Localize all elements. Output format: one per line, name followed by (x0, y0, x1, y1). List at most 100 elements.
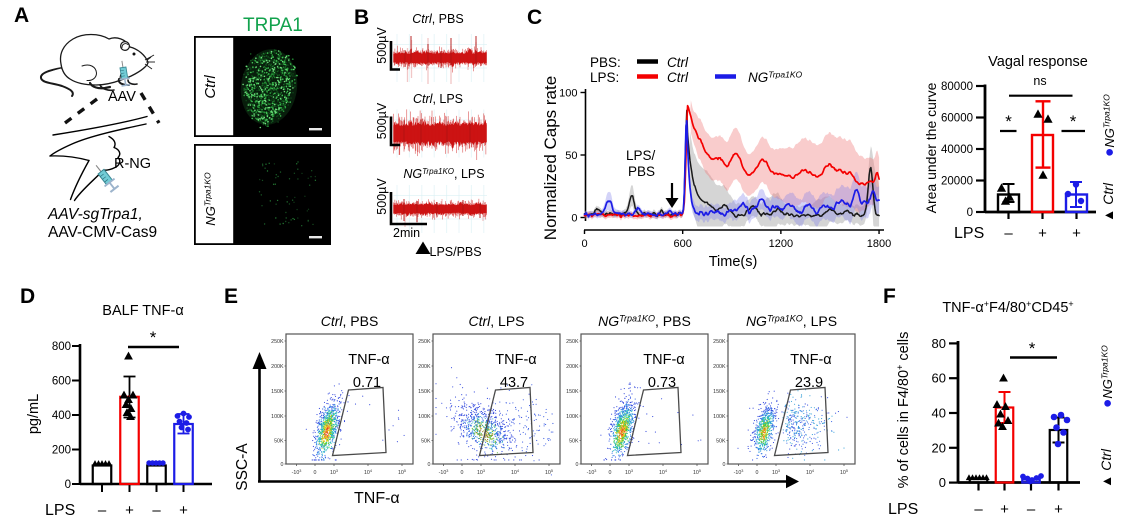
svg-text:*: * (1070, 112, 1077, 131)
svg-text:TRPA1: TRPA1 (243, 15, 303, 36)
svg-text:E: E (224, 285, 238, 308)
svg-text:0.71: 0.71 (353, 375, 381, 391)
svg-text:LPS/: LPS/ (626, 148, 656, 163)
svg-text:50K: 50K (421, 439, 431, 445)
svg-text:+: + (1054, 501, 1063, 518)
svg-text:400: 400 (52, 410, 71, 422)
svg-text:200: 200 (52, 445, 71, 457)
svg-text:60000: 60000 (941, 113, 973, 125)
svg-text:100K: 100K (418, 414, 431, 420)
svg-text:100K: 100K (271, 414, 284, 420)
svg-text:20000: 20000 (941, 176, 973, 188)
svg-text:+: + (179, 502, 188, 519)
svg-text:–: – (98, 502, 107, 519)
svg-text:F: F (883, 285, 896, 308)
svg-text:50K: 50K (569, 439, 579, 445)
svg-text:200K: 200K (713, 364, 726, 370)
svg-text:80: 80 (932, 336, 946, 351)
svg-text:104: 104 (511, 469, 519, 476)
svg-text:▲ Ctrl: ▲ Ctrl (1098, 448, 1114, 488)
svg-text:0: 0 (939, 475, 946, 490)
svg-text:–: – (1027, 501, 1036, 518)
svg-text:100K: 100K (566, 414, 579, 420)
svg-text:+: + (1072, 225, 1081, 242)
svg-text:TNF-α: TNF-α (643, 352, 684, 368)
svg-text:0: 0 (576, 462, 579, 468)
svg-text:103: 103 (477, 469, 485, 476)
svg-text:% of cells in F4/80+ cells: % of cells in F4/80+ cells (895, 332, 912, 489)
svg-text:0: 0 (314, 470, 317, 476)
svg-text:–: – (152, 502, 161, 519)
svg-text:80000: 80000 (941, 81, 973, 93)
svg-text:Area under the curve: Area under the curve (923, 82, 939, 213)
svg-text:0: 0 (461, 470, 464, 476)
svg-text:–: – (974, 501, 983, 518)
svg-text:50: 50 (565, 150, 577, 162)
svg-text:Ctrl, PBS: Ctrl, PBS (412, 12, 463, 26)
svg-text:Ctrl: Ctrl (667, 55, 689, 70)
svg-text:20: 20 (932, 440, 946, 455)
svg-text:+: + (1038, 225, 1047, 242)
svg-text:50K: 50K (716, 439, 726, 445)
svg-text:Ctrl, LPS: Ctrl, LPS (413, 92, 463, 106)
svg-text:23.9: 23.9 (795, 375, 823, 391)
svg-text:1800: 1800 (867, 238, 891, 250)
svg-text:500µV: 500µV (375, 27, 389, 64)
svg-text:104: 104 (806, 469, 814, 476)
svg-text:R-NG: R-NG (114, 156, 151, 172)
svg-text:Ctrl: Ctrl (202, 75, 219, 99)
svg-text:ns: ns (1033, 74, 1046, 88)
svg-text:NGTrpa1KO, PBS: NGTrpa1KO, PBS (598, 313, 691, 329)
svg-text:*: * (1029, 339, 1036, 358)
svg-text:43.7: 43.7 (500, 375, 528, 391)
svg-text:250K: 250K (418, 339, 431, 345)
svg-text:103: 103 (625, 469, 633, 476)
svg-text:–: – (1004, 225, 1013, 242)
svg-text:60: 60 (932, 371, 946, 386)
svg-text:200K: 200K (566, 364, 579, 370)
svg-text:50K: 50K (274, 439, 284, 445)
svg-text:0: 0 (428, 462, 431, 468)
svg-text:500µV: 500µV (375, 178, 389, 215)
svg-text:2min: 2min (393, 226, 420, 240)
svg-text:AAV-CMV-Cas9: AAV-CMV-Cas9 (48, 224, 157, 241)
svg-text:BALF TNF-α: BALF TNF-α (102, 303, 183, 319)
svg-text:C: C (527, 6, 542, 29)
svg-text:500µV: 500µV (375, 102, 389, 139)
svg-text:-103: -103 (439, 469, 449, 476)
svg-text:200K: 200K (418, 364, 431, 370)
svg-text:pg/mL: pg/mL (26, 394, 42, 434)
svg-text:-103: -103 (292, 469, 302, 476)
svg-text:*: * (150, 328, 157, 347)
svg-text:NGTrpa1KO: NGTrpa1KO (748, 70, 802, 86)
svg-text:0: 0 (609, 470, 612, 476)
svg-text:104: 104 (364, 469, 372, 476)
svg-text:250K: 250K (566, 339, 579, 345)
svg-text:0: 0 (756, 470, 759, 476)
svg-text:150K: 150K (713, 389, 726, 395)
svg-text:0: 0 (281, 462, 284, 468)
svg-text:-103: -103 (587, 469, 597, 476)
svg-text:105: 105 (693, 469, 701, 476)
svg-text:0: 0 (581, 238, 587, 250)
svg-text:LPS/PBS: LPS/PBS (430, 245, 482, 259)
svg-text:LPS: LPS (888, 501, 918, 518)
svg-text:PBS: PBS (628, 164, 655, 179)
svg-text:NGTrpa1KO, LPS: NGTrpa1KO, LPS (746, 313, 837, 329)
svg-text:+: + (125, 502, 134, 519)
svg-text:250K: 250K (713, 339, 726, 345)
svg-text:TNF-α+F4/80+CD45+: TNF-α+F4/80+CD45+ (942, 299, 1073, 316)
svg-text:Time(s): Time(s) (709, 254, 758, 270)
svg-text:0.73: 0.73 (648, 375, 676, 391)
svg-text:600: 600 (52, 376, 71, 388)
svg-text:PBS:: PBS: (590, 55, 621, 70)
svg-text:800: 800 (52, 341, 71, 353)
svg-text:LPS:: LPS: (590, 70, 619, 85)
svg-text:*: * (1005, 112, 1012, 131)
svg-text:Normalized Caps rate: Normalized Caps rate (541, 76, 560, 240)
svg-text:●NGTrpa1KO: ●NGTrpa1KO (1099, 345, 1116, 408)
svg-text:AAV-sgTrpa1,: AAV-sgTrpa1, (47, 206, 143, 223)
svg-text:150K: 150K (566, 389, 579, 395)
svg-text:105: 105 (840, 469, 848, 476)
svg-text:103: 103 (772, 469, 780, 476)
